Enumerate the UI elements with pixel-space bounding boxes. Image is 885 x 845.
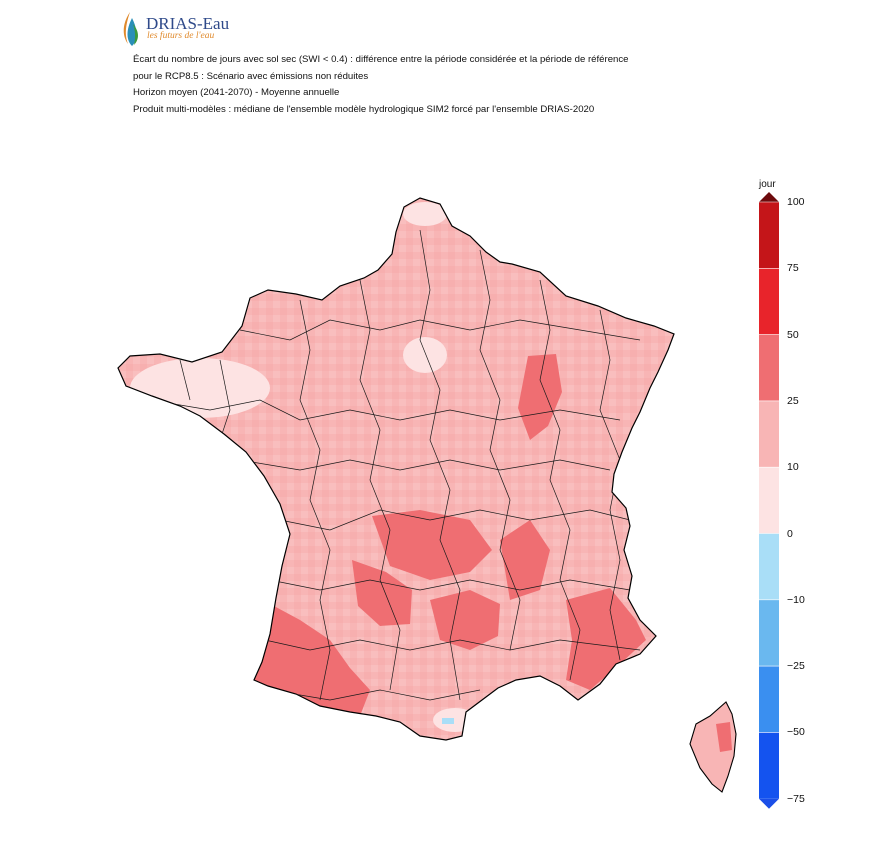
legend-bin [759,268,779,335]
legend-bin [759,666,779,733]
department-borders [149,229,641,701]
pyrenees-light-zone [433,708,477,732]
legend-bin [759,334,779,401]
legend-tick-label: 50 [787,328,799,341]
legend-bin [759,599,779,667]
legend-tick-label: −10 [787,593,805,606]
legend-over-arrow [759,192,779,202]
limousin-hot-zone [372,510,492,580]
southwest-hot-zone [250,606,370,716]
legend-tick-label: 25 [787,394,799,407]
legend-unit: jour [759,179,776,190]
negative-cell [442,718,454,724]
legend-bin [759,202,779,269]
legend-bin [759,533,779,600]
lot-hot-zone [430,590,500,650]
legend-tick-label: 75 [787,262,799,275]
legend-tick-label: −25 [787,660,805,673]
legend-tick-label: −75 [787,792,805,805]
logo-name: DRIAS-Eau [146,14,230,33]
drop-icon [127,18,137,46]
legend-tick-label: 100 [787,196,805,208]
legend-bin [759,732,779,799]
dordogne-hot-zone [352,560,412,626]
legend-bin [759,400,779,468]
legend-tick-label: −50 [787,726,805,739]
corsica-hot-zone [716,722,732,752]
drias-logo [123,12,138,46]
title-line-1: Écart du nombre de jours avec sol sec (S… [133,54,629,65]
cevennes-hot-zone [500,520,550,600]
north-light-zone [403,202,447,226]
title-line-4: Produit multi-modèles : médiane de l'ens… [133,103,595,115]
legend-bin [759,467,779,534]
legend-tick-label: 10 [787,461,799,474]
logo-tagline: les futurs de l'eau [147,31,215,41]
legend-under-arrow [759,798,779,809]
eastern-hot-zone [518,354,562,440]
title-block: Écart du nombre de jours avec sol sec (S… [133,52,629,118]
legend-tick-label: 0 [787,527,793,540]
title-line-3: Horizon moyen (2041-2070) - Moyenne annu… [133,87,340,98]
paris-light-zone [403,337,447,373]
brittany-light-zone [130,358,270,418]
sprout-icon [133,24,138,45]
leaf-icon [123,12,130,44]
title-line-2: pour le RCP8.5 : Scénario avec émissions… [133,70,369,82]
color-legend [759,192,779,809]
provence-hot-zone [566,588,646,690]
